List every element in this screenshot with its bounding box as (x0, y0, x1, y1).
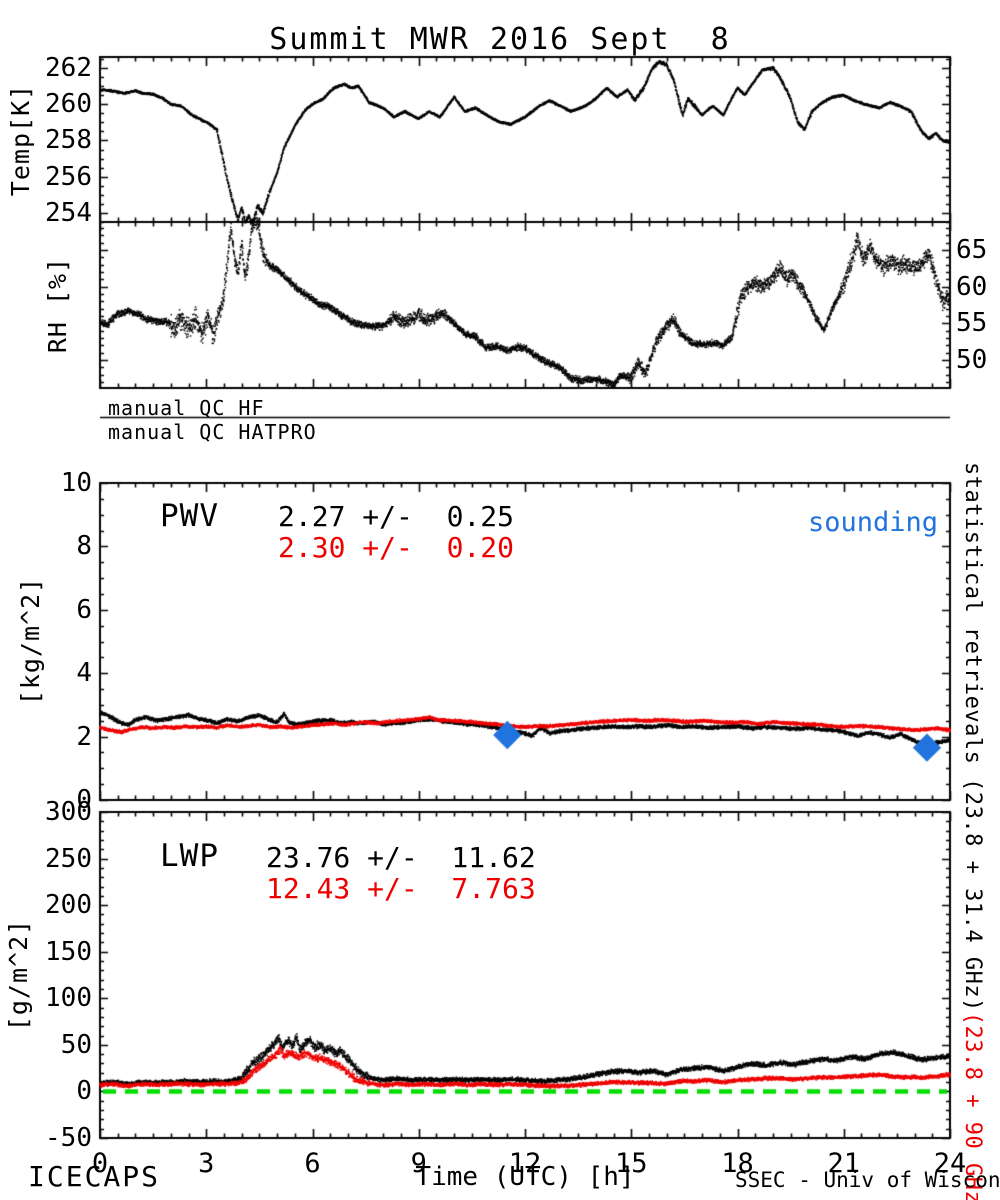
tick-label: 300 (45, 797, 92, 827)
tick-label: 9 (410, 1148, 427, 1179)
sounding-legend-label: sounding (807, 507, 938, 538)
tick-label: 21 (827, 1148, 860, 1179)
x-axis-title: Time (UTC) [h] (415, 1162, 635, 1192)
retrieval-23-31-label: statistical retrievals (23.8 + 31.4 GHz) (960, 462, 985, 1012)
qc-hf-label: manual QC HF (108, 396, 265, 420)
tick-label: 3 (198, 1148, 215, 1179)
lwp-annotation-label: LWP (160, 838, 219, 874)
retrieval-23-90-label: (23.8 + 90 GHz) (960, 1011, 985, 1200)
tick-label: 10 (60, 468, 92, 498)
tick-label: 12 (508, 1148, 542, 1179)
pwv-axis-label: [kg/m^2] (15, 576, 45, 706)
pwv-stats-black: 2.27 +/- 0.25 (278, 500, 515, 533)
tick-label: 260 (45, 89, 92, 120)
tick-label: -50 (45, 1123, 92, 1153)
tick-label: 24 (933, 1148, 967, 1179)
pwv-annotation-label: PWV (160, 498, 219, 534)
right-margin-retrieval-label: statistical retrievals (23.8 + 31.4 GHz)… (955, 462, 989, 1200)
tick-label: 55 (956, 308, 988, 339)
lwp-stats-black: 23.76 +/- 11.62 (266, 841, 536, 874)
tick-label: 256 (45, 161, 92, 192)
icecaps-label: ICECAPS (28, 1160, 161, 1193)
tick-label: 65 (956, 235, 988, 266)
tick-label: 0 (76, 785, 92, 815)
rh-axis-label: RH [%] (42, 256, 72, 354)
plot-title: Summit MWR 2016 Sept 8 (269, 22, 731, 57)
tick-label: 18 (721, 1148, 754, 1179)
pwv-stats-red: 2.30 +/- 0.20 (278, 531, 515, 564)
tick-label: 8 (76, 531, 92, 562)
tick-label: 200 (45, 890, 92, 921)
tick-label: 6 (76, 594, 92, 625)
tick-label: 50 (60, 1029, 92, 1060)
tick-label: 60 (956, 271, 988, 302)
tick-label: 4 (76, 658, 92, 689)
tick-label: 258 (45, 125, 92, 156)
tick-label: 262 (45, 53, 92, 84)
qc-hatpro-label: manual QC HATPRO (108, 420, 317, 444)
tick-label: 2 (76, 721, 92, 752)
tick-label: 254 (45, 197, 92, 228)
tick-label: 250 (45, 843, 92, 874)
tick-label: 6 (304, 1148, 321, 1179)
tick-label: 150 (45, 936, 92, 967)
credit-label: SSEC - Univ of Wisconsin (735, 1168, 1000, 1192)
tick-label: 50 (956, 345, 988, 376)
tick-label: 100 (45, 983, 92, 1014)
tick-label: 0 (76, 1076, 92, 1107)
tick-label: 0 (91, 1148, 109, 1179)
lwp-stats-red: 12.43 +/- 7.763 (266, 872, 536, 905)
tick-label: 15 (614, 1148, 648, 1179)
